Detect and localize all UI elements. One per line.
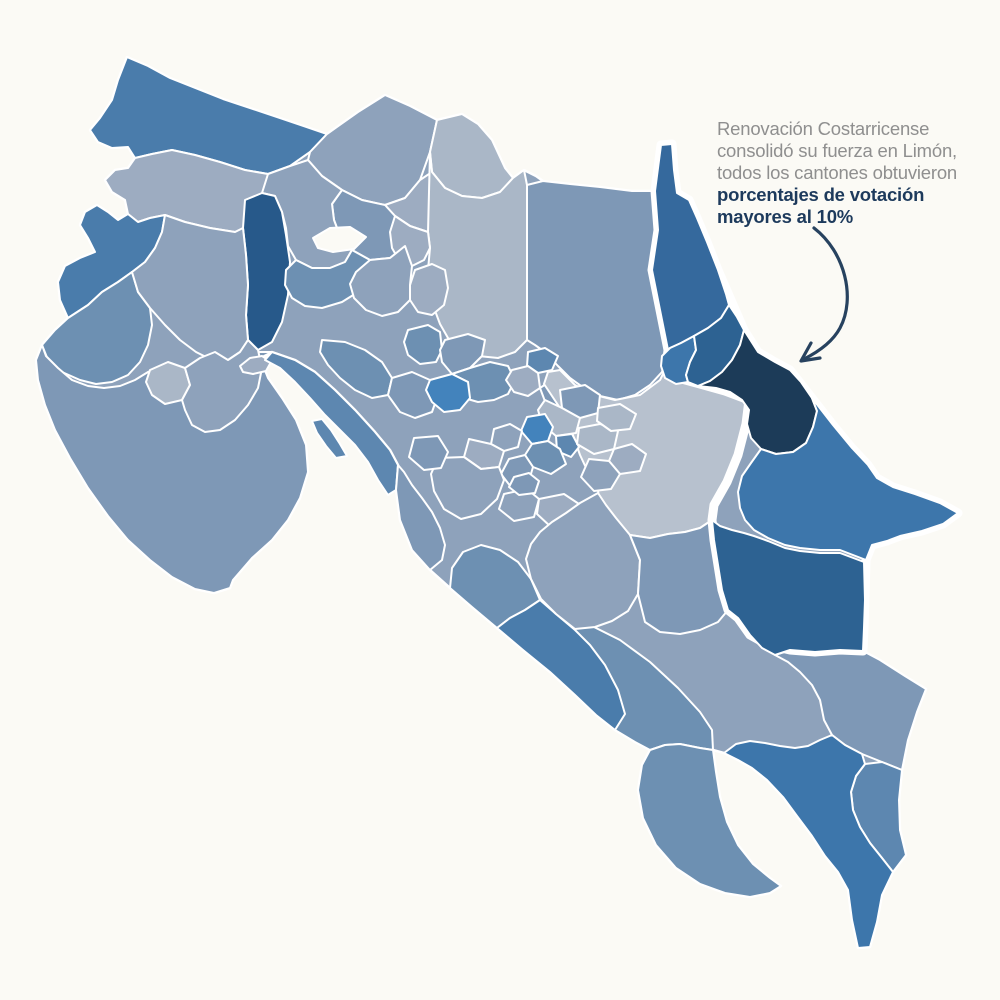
canton-region [408, 435, 449, 471]
canton-region [264, 351, 399, 496]
canton-region [181, 339, 263, 433]
canton-region [525, 492, 641, 630]
canton-region [596, 403, 637, 432]
canton-region [311, 418, 348, 459]
canton-region [508, 472, 540, 496]
annotation-text-block: Renovación Costarricense consolidó su fu… [717, 118, 987, 228]
canton-region [637, 743, 782, 898]
canton-region [395, 464, 446, 571]
annotation-arrow-head [799, 341, 822, 363]
annotation-line: Renovación Costarricense [717, 118, 930, 139]
canton-region [239, 355, 272, 375]
canton-region [723, 734, 894, 949]
annotation-line-emphasis: mayores al 10% [717, 206, 854, 227]
canton-region [319, 339, 393, 399]
canton-region [409, 263, 449, 316]
canton-region [425, 373, 471, 413]
limon-canton-region [737, 397, 959, 561]
limon-canton-region [651, 143, 730, 351]
annotation-arrow [802, 226, 849, 361]
canton-region [505, 365, 541, 397]
lake-arenal-water [312, 226, 367, 253]
canton-region [89, 56, 328, 175]
canton-region [430, 456, 505, 520]
annotation-line-emphasis: porcentajes de votación [717, 184, 925, 205]
canton-region [349, 245, 413, 317]
canton-region [580, 458, 621, 492]
annotation-line: consolidó su fuerza en Limón, [717, 140, 957, 161]
canton-region [403, 324, 443, 365]
canton-region [131, 214, 249, 361]
annotation-line: todos los cantones obtuvieron [717, 162, 958, 183]
limon-canton-region [711, 519, 866, 656]
limon-canton-region [697, 329, 818, 455]
canton-region [387, 371, 439, 419]
canton-region [496, 599, 626, 731]
